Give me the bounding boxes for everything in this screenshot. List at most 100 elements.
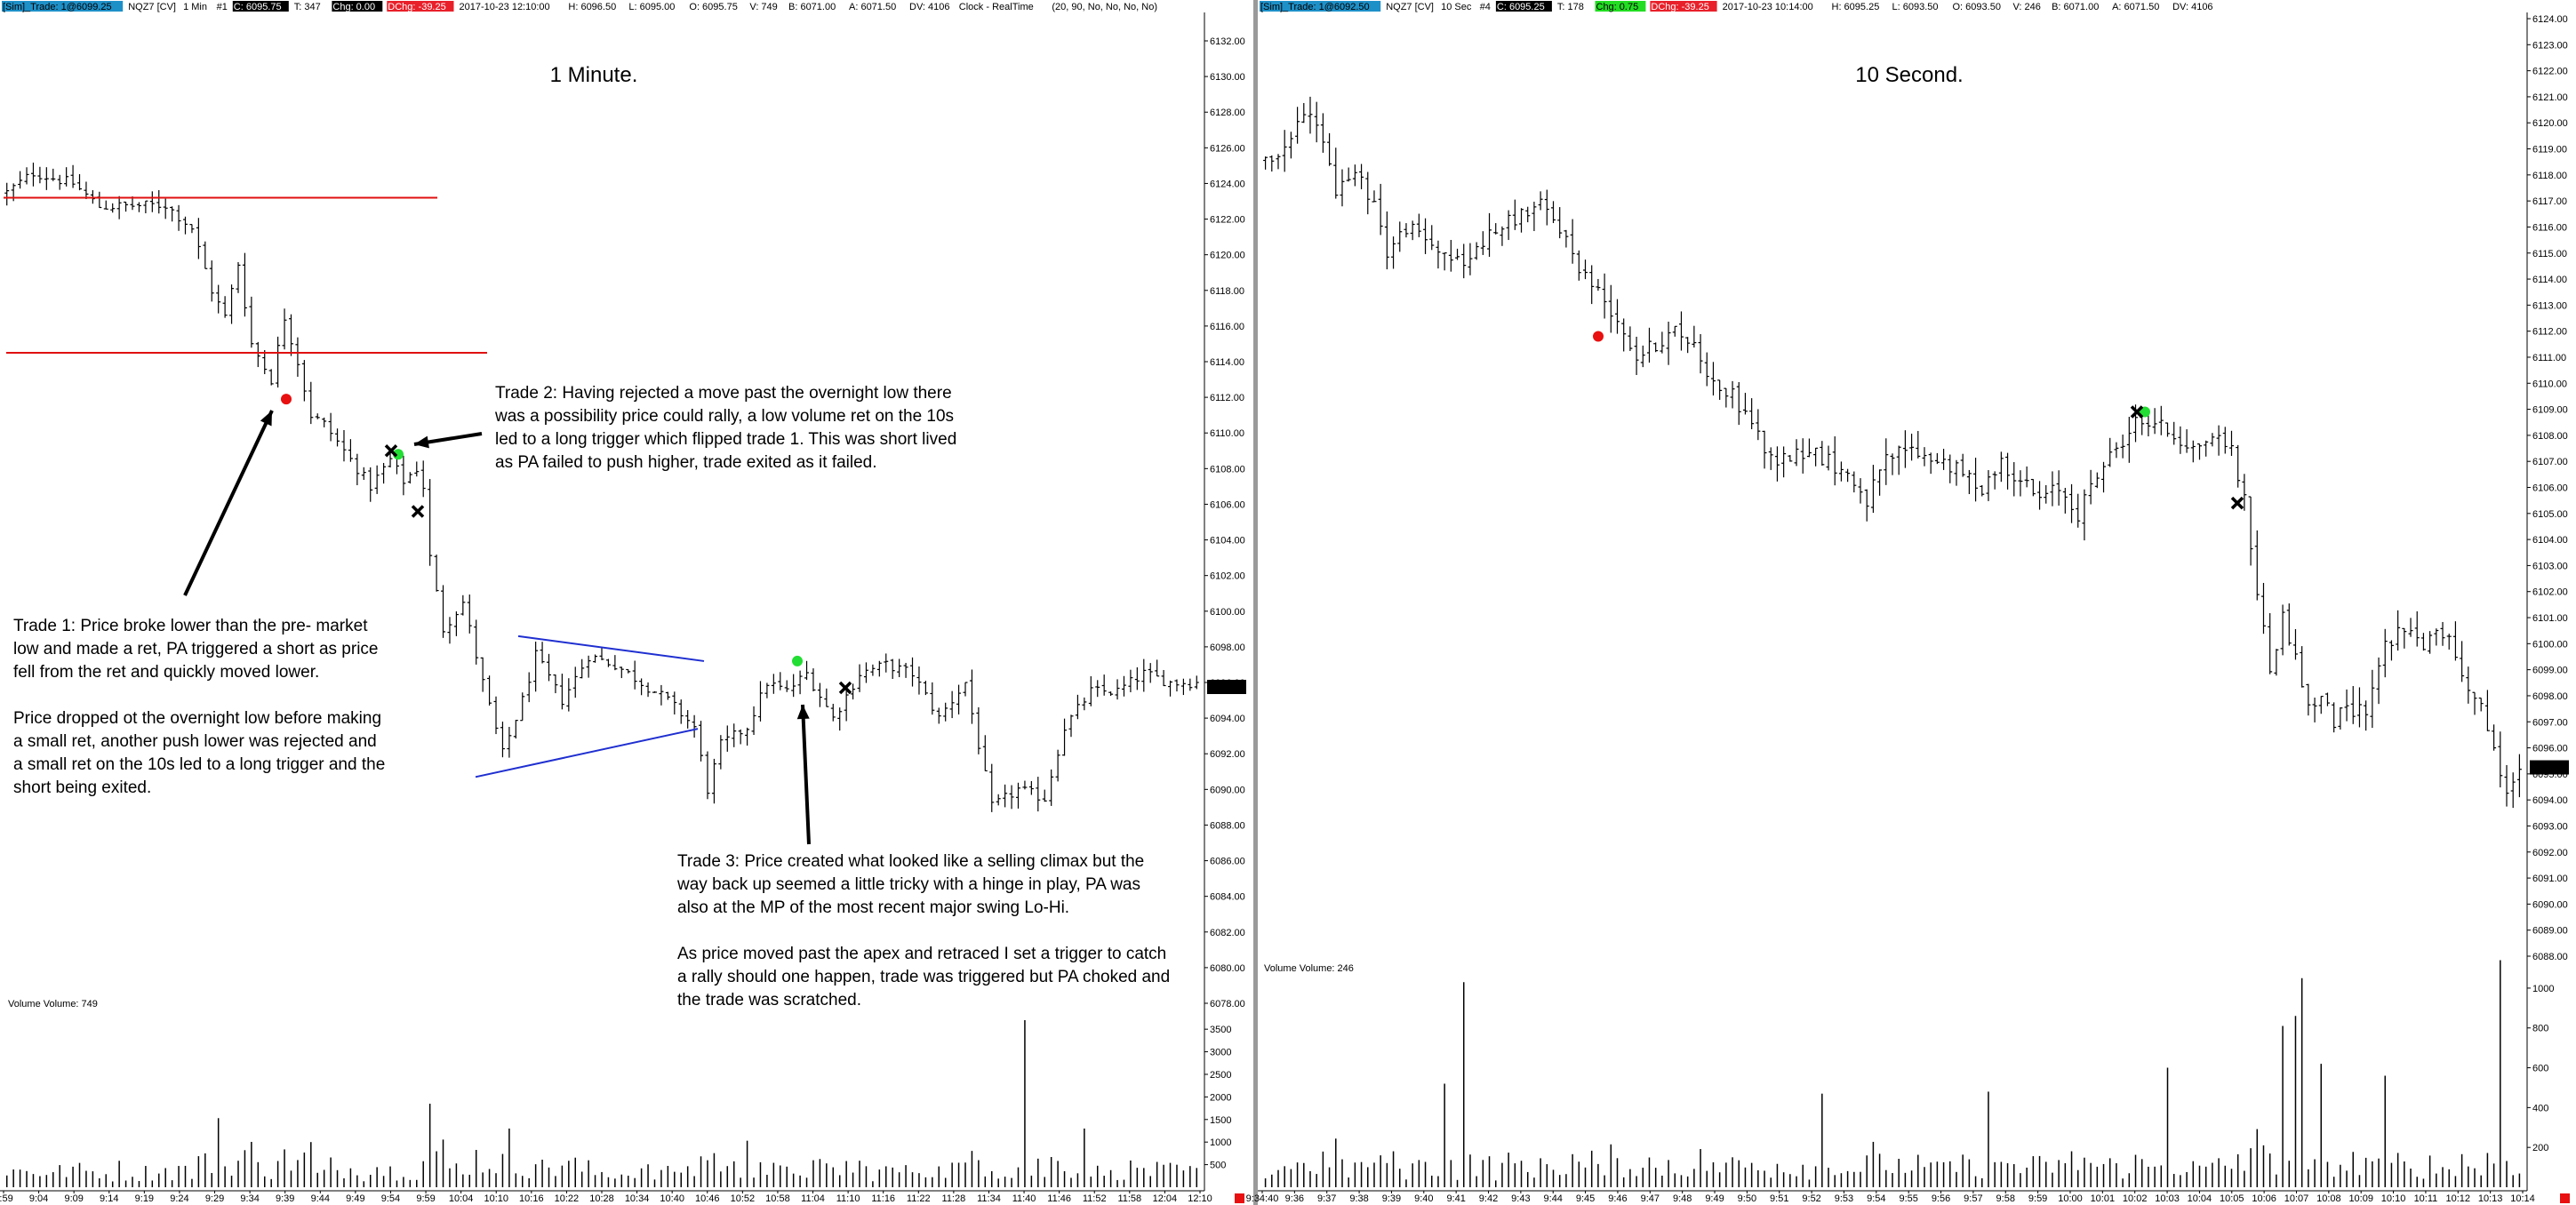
header-field: #1 bbox=[217, 2, 228, 12]
time-tick-label: 9:54 bbox=[381, 1193, 400, 1204]
time-tick-label: 10:40 bbox=[660, 1193, 684, 1204]
time-tick-label: 9:04 bbox=[29, 1193, 48, 1204]
price-tick-label: 6091.00 bbox=[2532, 874, 2568, 884]
price-tick-label: 6111.00 bbox=[2532, 353, 2566, 363]
trade-annotations bbox=[1593, 331, 2244, 510]
price-tick-label: 6119.00 bbox=[2532, 145, 2567, 156]
time-tick-label: 9:44 bbox=[311, 1193, 330, 1204]
time-tick-label: 10:12 bbox=[2446, 1193, 2471, 1204]
header-field: Chg: 0.00 bbox=[332, 2, 375, 12]
price-tick-label: 6123.00 bbox=[2532, 40, 2568, 51]
time-tick-label: 10:11 bbox=[2414, 1193, 2438, 1204]
annotation-arrow bbox=[801, 704, 811, 845]
header-field-bg bbox=[1650, 1, 1717, 12]
price-tick-label: 6097.00 bbox=[2532, 717, 2568, 728]
price-tick-label: 6118.00 bbox=[2532, 171, 2567, 181]
volume-tick-label: 500 bbox=[1210, 1161, 1226, 1171]
price-tick-label: 6109.00 bbox=[2532, 405, 2568, 416]
time-tick-label: 10:46 bbox=[695, 1193, 720, 1204]
time-tick-label: 11:40 bbox=[1012, 1193, 1036, 1204]
header-field: H: 6095.25 bbox=[1832, 2, 1880, 12]
annotation-arrow-head bbox=[260, 411, 272, 427]
volume-bars bbox=[5, 1020, 1198, 1187]
price-axis[interactable]: 6132.00 6130.00 6128.00 6126.00 6124.00 6122.… bbox=[1204, 36, 1246, 1009]
chart-panel-1min[interactable]: [Sim]_Trade: 1@6099.25 NQZ7 [CV] 1 Min #1 C:… bbox=[0, 0, 1253, 1205]
time-tick-label: 9:34:40 bbox=[1246, 1193, 1279, 1204]
price-tick-label: 6100.00 bbox=[2532, 639, 2568, 650]
price-tick-label: 6108.00 bbox=[1210, 464, 1245, 475]
price-tick-label: 6116.00 bbox=[2532, 222, 2567, 233]
exit-x-marker bbox=[2130, 405, 2144, 419]
price-tick-label: 6089.00 bbox=[2532, 926, 2568, 937]
chart-panel-10sec[interactable]: [Sim]_Trade: 1@6092.50 NQZ7 [CV] 10 Sec #4 C… bbox=[1246, 0, 2576, 1205]
time-tick-label: 10:05 bbox=[2220, 1193, 2244, 1204]
time-tick-label: 10:58 bbox=[765, 1193, 790, 1204]
price-tick-label: 6115.00 bbox=[2532, 249, 2567, 259]
time-tick-label: 10:04 bbox=[449, 1193, 474, 1204]
price-tick-label: 6100.00 bbox=[1210, 607, 1245, 618]
price-tick-label: 6118.00 bbox=[1210, 286, 1244, 297]
scroll-indicator[interactable] bbox=[2560, 1193, 2570, 1203]
time-tick-label: 9:51 bbox=[1770, 1193, 1788, 1204]
time-tick-label: 9:52 bbox=[1802, 1193, 1820, 1204]
time-tick-label: 9:49 bbox=[346, 1193, 364, 1204]
price-tick-label: 6122.00 bbox=[2532, 67, 2568, 77]
time-tick-label: 12:10 bbox=[1188, 1193, 1212, 1204]
time-tick-label: 9:49 bbox=[1705, 1193, 1724, 1204]
scroll-indicator[interactable] bbox=[1235, 1193, 1244, 1203]
panel-title: 1 Minute. bbox=[550, 63, 638, 87]
time-tick-label: 11:16 bbox=[871, 1193, 895, 1204]
time-axis[interactable]: 8:59 9:04 9:09 9:14 9:19 9:24 9:29 9:34 9:39 9:44… bbox=[0, 1191, 1212, 1204]
time-tick-label: 9:48 bbox=[1673, 1193, 1692, 1204]
volume-tick-label: 200 bbox=[2532, 1143, 2548, 1153]
time-tick-label: 9:37 bbox=[1317, 1193, 1336, 1204]
price-tick-label: 6110.00 bbox=[1210, 428, 1244, 439]
volume-axis: 1000 800 600 400 200 bbox=[2527, 984, 2554, 1153]
time-tick-label: 9:41 bbox=[1446, 1193, 1465, 1204]
time-tick-label: 9:45 bbox=[1576, 1193, 1595, 1204]
time-tick-label: 9:36 bbox=[1285, 1193, 1304, 1204]
header-field: DChg: -39.25 bbox=[1651, 2, 1708, 12]
triangle-upper-line bbox=[517, 634, 705, 662]
header-field-bg bbox=[332, 1, 383, 12]
volume-axis: 3500 3000 2500 2000 1500 1000 500 bbox=[1204, 1025, 1231, 1171]
volume-label: Volume Volume: 246 bbox=[1264, 963, 1354, 974]
time-tick-label: 9:39 bbox=[276, 1193, 294, 1204]
time-tick-label: 11:58 bbox=[1117, 1193, 1141, 1204]
panel-divider[interactable] bbox=[1253, 0, 1258, 1205]
annotation-text-line: Price dropped ot the overnight low befor… bbox=[13, 709, 381, 728]
price-axis[interactable]: 6124.00 6123.00 6122.00 6121.00 6120.00 6119.… bbox=[2527, 14, 2569, 962]
header-field: DV: 4106 bbox=[909, 2, 949, 12]
volume-tick-label: 800 bbox=[2532, 1024, 2548, 1034]
annotation-text-line: was a possibility price could rally, a l… bbox=[494, 407, 954, 426]
time-tick-label: 11:22 bbox=[907, 1193, 931, 1204]
price-tick-label: 6103.00 bbox=[2532, 561, 2568, 571]
volume-tick-label: 2000 bbox=[1210, 1092, 1231, 1103]
price-tick-label: 6114.00 bbox=[1210, 357, 1244, 368]
time-axis[interactable]: 9:34:40 9:36 9:37 9:38 9:39 9:40 9:41 9:42 9:43 9… bbox=[1246, 1191, 2535, 1204]
triangle-lower-line bbox=[475, 728, 699, 778]
time-tick-label: 9:43 bbox=[1511, 1193, 1530, 1204]
price-tick-label: 6132.00 bbox=[1210, 36, 1245, 47]
time-tick-label: 10:22 bbox=[555, 1193, 580, 1204]
time-tick-label: 8:59 bbox=[0, 1193, 13, 1204]
annotation-text-line: Trade 3: Price created what looked like … bbox=[677, 852, 1144, 871]
annotation-arrow-head bbox=[414, 435, 429, 449]
price-tick-label: 6106.00 bbox=[2532, 483, 2568, 494]
annotation-text-line: short being exited. bbox=[13, 778, 151, 797]
time-tick-label: 9:19 bbox=[135, 1193, 154, 1204]
volume-tick-label: 400 bbox=[2532, 1103, 2548, 1113]
annotation-text-line: way back up seemed a little tricky with … bbox=[676, 875, 1140, 894]
price-tick-label: 6106.00 bbox=[1210, 499, 1245, 510]
price-tick-label: 6101.00 bbox=[2532, 613, 2568, 624]
header-field-bg bbox=[2, 1, 124, 12]
price-tick-label: 6117.00 bbox=[2532, 196, 2567, 207]
price-tick-label: 6090.00 bbox=[1210, 785, 1245, 795]
time-tick-label: 12:04 bbox=[1153, 1193, 1178, 1204]
time-tick-label: 10:52 bbox=[731, 1193, 756, 1204]
header-field: NQZ7 [CV] bbox=[128, 2, 176, 12]
annotation-text-line: also at the MP of the most recent major … bbox=[677, 898, 1069, 917]
header-field: B: 6071.00 bbox=[2052, 2, 2099, 12]
time-tick-label: 9:59 bbox=[416, 1193, 435, 1204]
